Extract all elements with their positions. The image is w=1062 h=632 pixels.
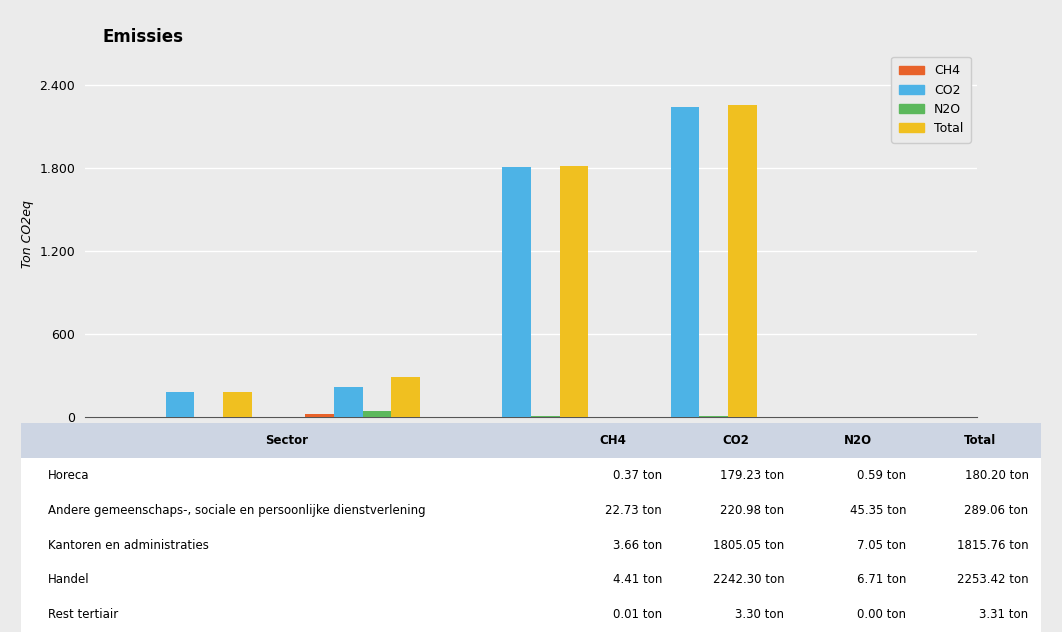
Bar [727, 106, 756, 417]
Bar [560, 166, 588, 417]
Bar [502, 167, 531, 417]
Bar [671, 107, 699, 417]
Bar [531, 416, 560, 417]
X-axis label: Sector: Sector [511, 495, 551, 509]
Bar [699, 416, 727, 417]
Text: Emissies: Emissies [103, 28, 184, 46]
Bar [306, 414, 335, 417]
Y-axis label: Ton CO2eq: Ton CO2eq [21, 200, 34, 268]
Bar [363, 411, 391, 417]
Legend: CH4, CO2, N2O, Total: CH4, CO2, N2O, Total [891, 57, 971, 143]
Bar [223, 392, 252, 417]
Bar [166, 392, 194, 417]
Bar [391, 377, 419, 417]
Bar [335, 387, 363, 417]
